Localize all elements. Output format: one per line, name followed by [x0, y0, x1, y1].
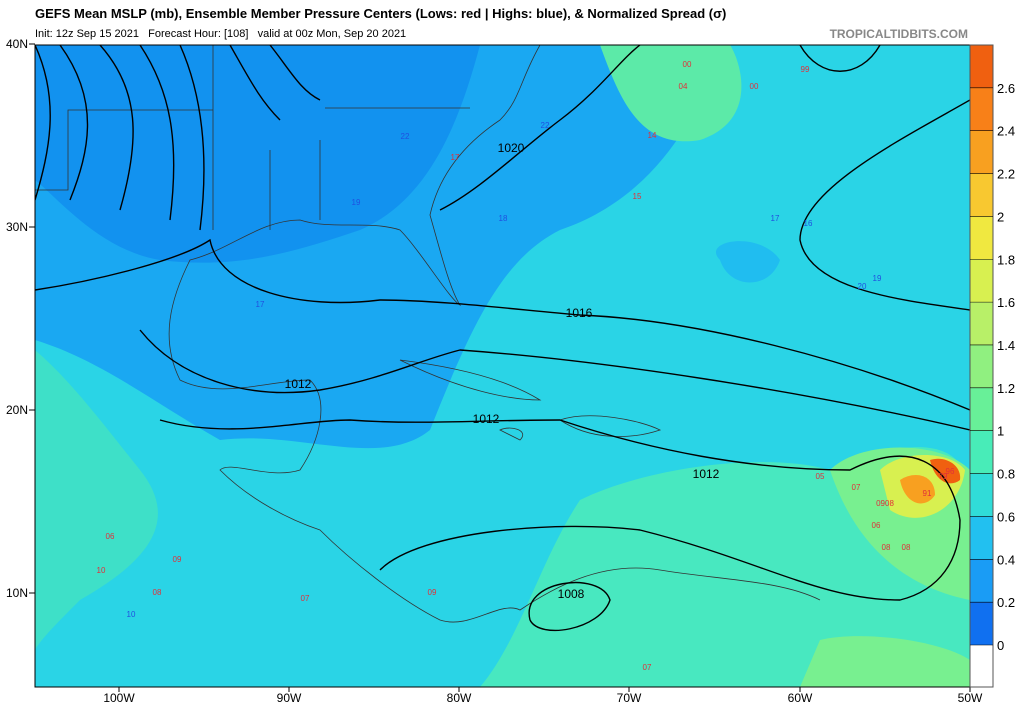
pressure-center: 18 [499, 214, 508, 223]
pressure-center: 22 [541, 121, 550, 130]
pressure-center: 07 [301, 594, 310, 603]
pressure-center: 09 [173, 555, 182, 564]
pressure-center: 08 [882, 543, 891, 552]
pressure-center: 10 [127, 610, 136, 619]
colorbar-frame [969, 44, 994, 688]
colorbar-tick-label: 0.6 [997, 509, 1015, 524]
isobar-label: 1008 [558, 587, 585, 601]
subtitle: Init: 12z Sep 15 2021 Forecast Hour: [10… [35, 28, 406, 40]
pressure-center: 09 [428, 588, 437, 597]
colorbar-swatch [970, 430, 993, 474]
colorbar-swatch [970, 302, 993, 345]
isobar-label: 1012 [693, 467, 720, 481]
lat-label: 30N [6, 220, 28, 234]
pressure-center: 17 [451, 153, 460, 162]
map-area [35, 45, 970, 687]
lon-label: 60W [788, 691, 813, 705]
pressure-center: 19 [873, 274, 882, 283]
colorbar-swatch [970, 216, 993, 260]
colorbar-tick-label: 1 [997, 424, 1004, 439]
pressure-center: 16 [804, 219, 813, 228]
pressure-center: 96 [946, 467, 955, 476]
colorbar-tick-label: 2.6 [997, 81, 1015, 96]
pressure-center: 19 [352, 198, 361, 207]
colorbar-swatch [970, 130, 993, 174]
pressure-center: 06 [106, 532, 115, 541]
pressure-center: 79 [939, 472, 948, 481]
colorbar-swatch [970, 516, 993, 560]
colorbar-swatch [970, 173, 993, 217]
coastlines [35, 45, 821, 623]
colorbar-swatch [970, 387, 993, 431]
colorbar-tick-label: 2.4 [997, 124, 1015, 139]
lon-label: 100W [103, 691, 135, 705]
title: GEFS Mean MSLP (mb), Ensemble Member Pre… [35, 6, 726, 21]
isobar-label: 1012 [285, 377, 312, 391]
pressure-center: 22 [401, 132, 410, 141]
colorbar-swatch [970, 87, 993, 131]
pressure-center: 99 [801, 65, 810, 74]
colorbar-tick-label: 1.6 [997, 295, 1015, 310]
pressure-center: 04 [679, 82, 688, 91]
colorbar-tick-label: 0 [997, 638, 1004, 653]
pressure-center: 00 [750, 82, 759, 91]
pressure-center: 07 [852, 483, 861, 492]
colorbar-tick-label: 2.2 [997, 167, 1015, 182]
colorbar-swatch [970, 259, 993, 303]
pressure-center: 08 [902, 543, 911, 552]
colorbar-tick-label: 1.4 [997, 338, 1015, 353]
lat-label: 20N [6, 403, 28, 417]
pressure-center: 20 [858, 282, 867, 291]
isobars [35, 45, 970, 632]
pressure-center: 14 [648, 131, 657, 140]
colorbar-tick-label: 2 [997, 209, 1004, 224]
lat-label: 10N [6, 586, 28, 600]
lon-label: 90W [277, 691, 302, 705]
pressure-center: 17 [771, 214, 780, 223]
lon-label: 80W [447, 691, 472, 705]
isobar-label: 1016 [566, 306, 593, 320]
pressure-center: 07 [643, 663, 652, 672]
isobar-label: 1020 [498, 141, 525, 155]
pressure-center: 05 [816, 472, 825, 481]
pressure-center: 15 [633, 192, 642, 201]
credit: TROPICALTIDBITS.COM [830, 27, 968, 41]
colorbar-tick-label: 1.8 [997, 252, 1015, 267]
colorbar-swatch [970, 602, 993, 645]
colorbar-tick-label: 1.2 [997, 381, 1015, 396]
pressure-center: 10 [97, 566, 106, 575]
pressure-center: 08 [153, 588, 162, 597]
lon-label: 70W [617, 691, 642, 705]
colorbar-swatch [970, 473, 993, 517]
lon-label: 50W [958, 691, 983, 705]
colorbar-swatch [970, 344, 993, 388]
pressure-center: 17 [256, 300, 265, 309]
pressure-center: 91 [923, 489, 932, 498]
isobar-label: 1012 [473, 412, 500, 426]
colorbar-swatch [970, 559, 993, 603]
colorbar-tick-label: 0.4 [997, 552, 1015, 567]
lat-label: 40N [6, 37, 28, 51]
pressure-center: 06 [872, 521, 881, 530]
colorbar-tick-label: 0.2 [997, 595, 1015, 610]
colorbar-tick-label: 0.8 [997, 467, 1015, 482]
pressure-center: 0908 [876, 499, 894, 508]
colorbar-swatch [970, 44, 993, 88]
pressure-center: 00 [683, 60, 692, 69]
